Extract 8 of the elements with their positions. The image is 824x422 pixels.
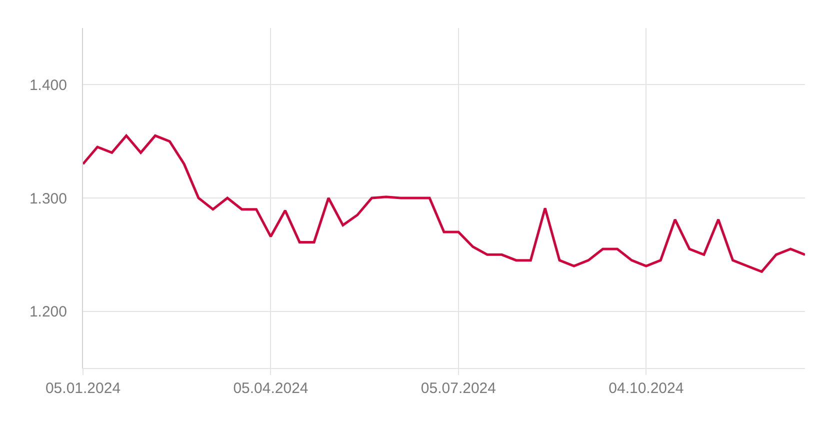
x-tick-label: 05.04.2024 bbox=[233, 380, 308, 397]
x-tick-label: 05.07.2024 bbox=[420, 380, 496, 397]
y-tick-label: 1.400 bbox=[29, 76, 67, 94]
x-tick-label: 04.10.2024 bbox=[608, 380, 684, 397]
y-tick-label: 1.200 bbox=[29, 304, 67, 321]
line-series bbox=[83, 134, 805, 273]
x-tick-label: 05.01.2024 bbox=[45, 380, 121, 397]
y-tick-label: 1.300 bbox=[29, 190, 67, 208]
